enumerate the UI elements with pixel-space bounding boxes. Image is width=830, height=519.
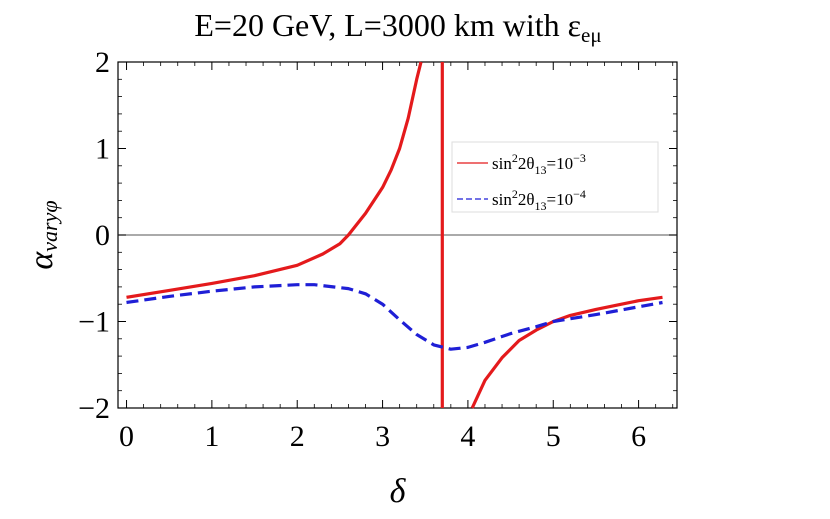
series-2-line-1	[126, 283, 663, 351]
chart-title: E=20 GeV, L=3000 km with εeμ	[194, 7, 601, 47]
y-axis-label: αvaryφ	[23, 200, 62, 269]
series-1-line-3	[470, 295, 663, 409]
x-tick-label-5: 5	[546, 420, 561, 453]
y-tick-label-0: 2	[95, 46, 110, 79]
series-group	[126, 61, 663, 409]
title-subscript: eμ	[581, 23, 602, 47]
series-1-line-1	[126, 61, 423, 299]
y-tick-label-1: 1	[95, 133, 110, 166]
ticks-group: 0 1 2 3 4 5 6 2 1 0 −1 −2	[78, 46, 677, 453]
x-tick-label-4: 4	[460, 420, 475, 453]
legend-box	[451, 141, 659, 213]
x-tick-label-3: 3	[375, 420, 390, 453]
legend-label-1: sin22θ13=10−3	[492, 151, 586, 177]
y-axis-subscript: varyφ	[37, 200, 62, 251]
y-tick-label-2: 0	[95, 219, 110, 252]
y-tick-label-4: −2	[78, 392, 110, 425]
legend-label-2: sin22θ13=10−4	[492, 187, 586, 213]
legend: sin22θ13=10−3 sin22θ13=10−4	[451, 141, 659, 213]
x-tick-label-6: 6	[631, 420, 646, 453]
x-tick-label-0: 0	[119, 420, 134, 453]
x-tick-label-2: 2	[290, 420, 305, 453]
x-axis-label: δ	[390, 473, 407, 510]
x-tick-label-1: 1	[204, 420, 219, 453]
y-tick-label-3: −1	[78, 306, 110, 339]
